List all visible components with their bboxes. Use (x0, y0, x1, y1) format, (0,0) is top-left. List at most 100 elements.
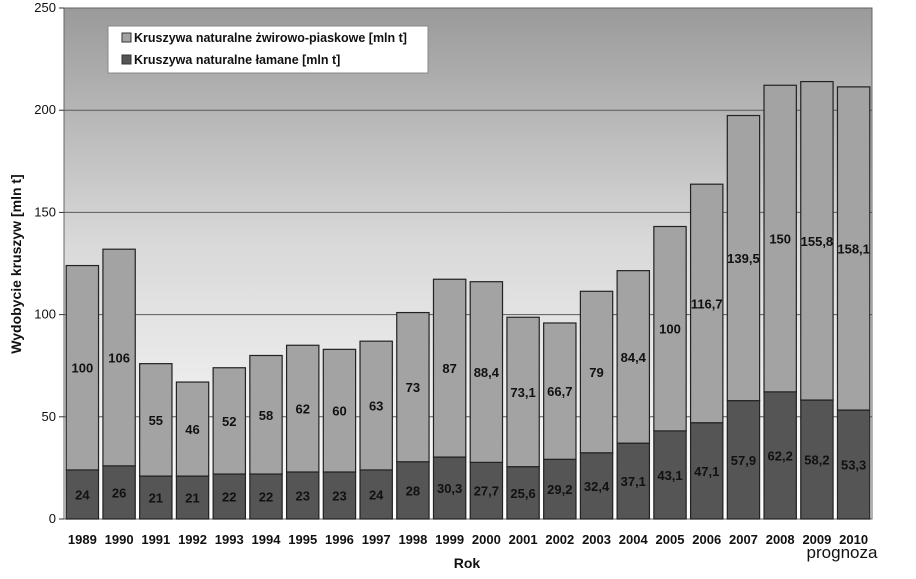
value-label-lamane-2003: 32,4 (584, 479, 610, 494)
bar-zwirowo-piaskowe-2003 (579, 290, 614, 454)
value-label-zwirowo-piaskowe-2005: 100 (659, 322, 681, 337)
x-tick-label-2007: 2007 (729, 532, 758, 547)
bar-lamane-1994 (249, 473, 283, 520)
bar-lamane-1996 (322, 471, 357, 520)
value-label-lamane-2005: 43,1 (657, 468, 682, 483)
legend-box (107, 25, 429, 74)
y-tick-label: 250 (34, 0, 56, 15)
value-label-zwirowo-piaskowe-1996: 60 (332, 404, 346, 419)
legend-label-lamane: Kruszywa naturalne łamane [mln t] (134, 53, 340, 67)
bar-zwirowo-piaskowe-2004 (616, 270, 651, 444)
x-tick-label-2010: 2010 (839, 532, 868, 547)
x-tick-label-1997: 1997 (362, 532, 391, 547)
value-label-lamane-1992: 21 (185, 491, 199, 506)
bar-lamane-1999 (432, 456, 467, 520)
value-label-zwirowo-piaskowe-1989: 100 (72, 361, 94, 376)
value-labels: 24 100 26 106 21 55 21 46 22 52 22 58 23 62 23 60 24 63 28… (72, 232, 870, 506)
bar-zwirowo-piaskowe-1996 (322, 348, 357, 473)
x-tick-label-2000: 2000 (472, 532, 501, 547)
value-label-lamane-1993: 22 (222, 490, 236, 505)
y-axis: 0 50 100 150 200 250 (34, 0, 64, 526)
bar-zwirowo-piaskowe-1989 (65, 264, 100, 471)
x-axis: 1989 1990 1991 1992 1993 1994 1995 1996 1997 1998… (68, 532, 868, 547)
bar-lamane-1992 (175, 475, 210, 520)
value-label-lamane-2004: 37,1 (621, 474, 646, 489)
bar-zwirowo-piaskowe-2006 (689, 183, 724, 424)
bar-zwirowo-piaskowe-2009 (800, 80, 834, 401)
value-label-zwirowo-piaskowe-2008: 150 (769, 232, 791, 247)
legend-swatch-lamane (121, 54, 132, 65)
bar-lamane-2001 (506, 466, 540, 520)
bar-lamane-2006 (689, 422, 724, 520)
x-tick-label-2002: 2002 (545, 532, 574, 547)
value-label-lamane-2010: 53,3 (841, 458, 866, 473)
bar-zwirowo-piaskowe-2008 (763, 84, 797, 393)
x-tick-label-1995: 1995 (288, 532, 317, 547)
bar-zwirowo-piaskowe-1994 (249, 354, 283, 475)
bar-lamane-2005 (653, 430, 687, 520)
x-tick-label-1998: 1998 (398, 532, 427, 547)
x-tick-label-1996: 1996 (325, 532, 354, 547)
x-tick-label-1990: 1990 (105, 532, 134, 547)
x-tick-label-1992: 1992 (178, 532, 207, 547)
x-tick-label-1989: 1989 (68, 532, 97, 547)
y-tick-label: 200 (34, 102, 56, 117)
y-tick-label: 100 (34, 307, 56, 322)
forecast-note: prognoza (807, 543, 878, 562)
bar-zwirowo-piaskowe-2000 (469, 281, 504, 463)
bar-zwirowo-piaskowe-2010 (836, 86, 871, 411)
y-tick-label: 50 (42, 409, 56, 424)
bar-lamane-2009 (800, 399, 834, 520)
legend-label-zwirowo-piaskowe: Kruszywa naturalne żwirowo-piaskowe [mln… (134, 31, 407, 45)
bar-zwirowo-piaskowe-1998 (396, 311, 430, 463)
x-tick-label-1991: 1991 (141, 532, 170, 547)
bar-lamane-1997 (359, 469, 393, 520)
value-label-lamane-2002: 29,2 (547, 482, 572, 497)
bar-zwirowo-piaskowe-2001 (506, 316, 540, 468)
y-tick-label: 0 (49, 511, 56, 526)
value-label-lamane-1989: 24 (75, 487, 90, 502)
bar-lamane-2000 (469, 461, 504, 520)
value-label-zwirowo-piaskowe-2003: 79 (589, 365, 603, 380)
y-tick-label: 150 (34, 204, 56, 219)
value-label-lamane-1991: 21 (149, 491, 163, 506)
value-label-lamane-1997: 24 (369, 487, 384, 502)
value-label-zwirowo-piaskowe-2002: 66,7 (547, 384, 572, 399)
value-label-zwirowo-piaskowe-2010: 158,1 (837, 241, 870, 256)
value-label-lamane-2006: 47,1 (694, 464, 719, 479)
bar-lamane-2008 (763, 391, 797, 520)
x-tick-label-2008: 2008 (766, 532, 795, 547)
bar-lamane-1998 (396, 461, 430, 520)
value-label-zwirowo-piaskowe-1992: 46 (185, 422, 199, 437)
bar-lamane-2010 (836, 409, 871, 520)
value-label-lamane-1994: 22 (259, 490, 273, 505)
value-label-zwirowo-piaskowe-1995: 62 (295, 402, 309, 417)
bar-lamane-2002 (543, 458, 577, 520)
value-label-zwirowo-piaskowe-1991: 55 (149, 413, 163, 428)
value-label-lamane-2009: 58,2 (804, 453, 829, 468)
bar-zwirowo-piaskowe-2002 (543, 322, 577, 460)
x-tick-label-1999: 1999 (435, 532, 464, 547)
value-label-lamane-2008: 62,2 (768, 448, 793, 463)
value-label-zwirowo-piaskowe-2001: 73,1 (510, 385, 535, 400)
value-label-zwirowo-piaskowe-1999: 87 (442, 361, 456, 376)
value-label-zwirowo-piaskowe-1997: 63 (369, 399, 383, 414)
legend: Kruszywa naturalne żwirowo-piaskowe [mln… (107, 25, 429, 74)
bar-zwirowo-piaskowe-1990 (102, 248, 136, 467)
value-label-zwirowo-piaskowe-2006: 116,7 (691, 296, 723, 311)
bar-zwirowo-piaskowe-1995 (285, 344, 320, 473)
value-label-zwirowo-piaskowe-2000: 88,4 (474, 365, 500, 380)
value-label-zwirowo-piaskowe-1994: 58 (259, 408, 273, 423)
legend-swatch-zwirowo-piaskowe (121, 32, 132, 43)
value-label-lamane-1996: 23 (332, 488, 346, 503)
x-tick-label-2001: 2001 (509, 532, 538, 547)
bar-lamane-2007 (726, 400, 761, 520)
bar-lamane-2003 (579, 452, 614, 520)
bar-zwirowo-piaskowe-1992 (175, 381, 210, 477)
x-tick-label-2006: 2006 (692, 532, 721, 547)
value-label-zwirowo-piaskowe-2009: 155,8 (801, 234, 834, 249)
x-tick-label-2003: 2003 (582, 532, 611, 547)
bar-zwirowo-piaskowe-1997 (359, 340, 393, 471)
bar-lamane-1989 (65, 469, 100, 520)
bar-zwirowo-piaskowe-2007 (726, 114, 761, 402)
